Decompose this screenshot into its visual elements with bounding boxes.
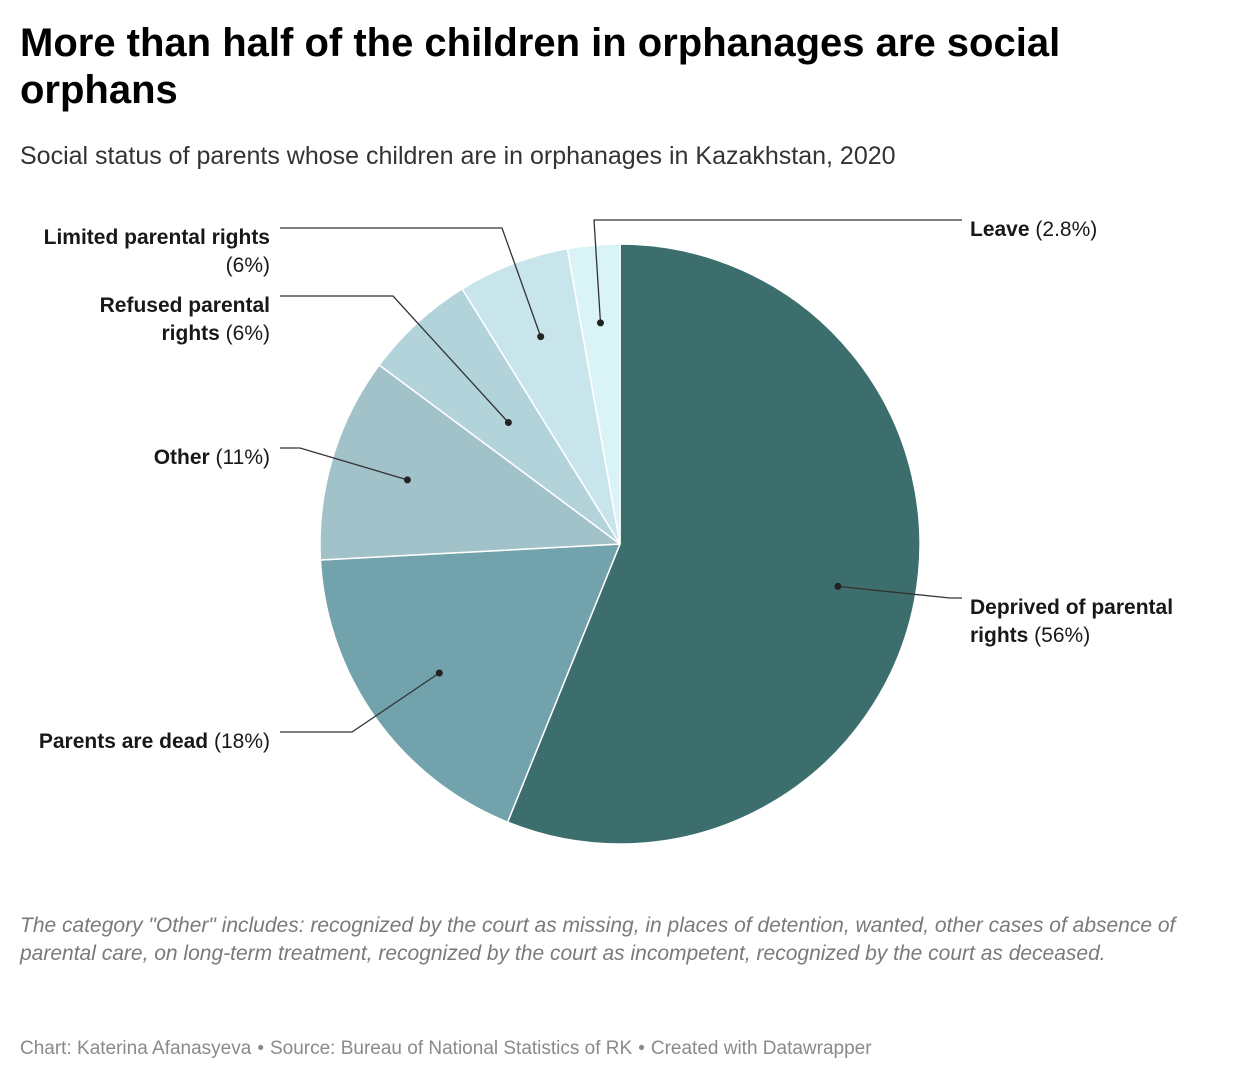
slice-label-refused-parental-rights: Refused parental rights (6%) xyxy=(100,294,270,345)
chart-note: The category "Other" includes: recognize… xyxy=(20,914,1176,965)
chart-source: Source: Bureau of National Statistics of… xyxy=(269,1038,633,1059)
label-dot-deprived-of-parental-rights xyxy=(834,582,842,590)
pie-slice-leave xyxy=(566,243,621,545)
footer-separator: • xyxy=(257,1038,264,1059)
slice-label-value: (6%) xyxy=(226,254,270,277)
label-dot-other xyxy=(403,476,411,484)
slice-label-other: Other (11%) xyxy=(154,446,270,469)
leader-line-refused-parental-rights xyxy=(280,295,509,423)
chart-subtitle: Social status of parents whose children … xyxy=(20,142,896,170)
chart-credit: Chart: Katerina Afanasyeva xyxy=(20,1038,252,1059)
label-dot-refused-parental-rights xyxy=(504,419,512,426)
slice-label-deprived-of-parental-rights: Deprived of parental rights (56%) xyxy=(970,596,1173,647)
slice-label-value: (2.8%) xyxy=(1035,218,1097,241)
leader-line-parents-are-dead xyxy=(280,672,440,733)
leader-line-deprived-of-parental-rights xyxy=(837,585,962,599)
slice-label-parents-are-dead: Parents are dead (18%) xyxy=(39,730,270,753)
slice-label-value: (11%) xyxy=(216,446,270,469)
slice-label-name: Refused parental xyxy=(100,294,270,317)
slice-label-name: rights xyxy=(970,624,1034,647)
leader-line-leave xyxy=(593,219,962,323)
label-dot-limited-parental-rights xyxy=(537,333,545,341)
slice-label-leave: Leave (2.8%) xyxy=(970,218,1097,241)
slice-label-name: Deprived of parental xyxy=(970,596,1173,619)
label-dot-leave xyxy=(597,319,604,327)
pie-slices xyxy=(319,243,921,845)
chart-footer: Chart: Katerina Afanasyeva • Source: Burea… xyxy=(20,1036,872,1062)
created-with: Created with Datawrapper xyxy=(650,1038,872,1059)
leader-line-other xyxy=(280,447,408,481)
slice-label-name: Leave xyxy=(970,218,1035,241)
slice-label-limited-parental-rights: Limited parental rights (6%) xyxy=(44,226,270,277)
chart-title: More than half of the children in orphan… xyxy=(20,21,1061,112)
footer-separator: • xyxy=(638,1038,645,1059)
pie-slice-deprived-of-parental-rights xyxy=(506,243,921,845)
leader-lines xyxy=(280,219,962,733)
pie-slice-parents-are-dead xyxy=(319,543,621,823)
slice-label-name: rights xyxy=(161,322,225,345)
leader-line-limited-parental-rights xyxy=(280,227,542,337)
slice-label-name: Limited parental rights xyxy=(44,226,270,249)
slice-label-value: (6%) xyxy=(226,322,270,345)
slice-labels: Deprived of parental rights (56%) Parents … xyxy=(39,218,1173,753)
label-dot-parents-are-dead xyxy=(435,669,443,677)
pie-chart: Deprived of parental rights (56%) Parents … xyxy=(39,218,1173,845)
slice-label-value: (18%) xyxy=(214,730,270,753)
slice-label-name: Parents are dead xyxy=(39,730,214,753)
slice-label-value: (56%) xyxy=(1034,624,1090,647)
slice-label-name: Other xyxy=(154,446,216,469)
